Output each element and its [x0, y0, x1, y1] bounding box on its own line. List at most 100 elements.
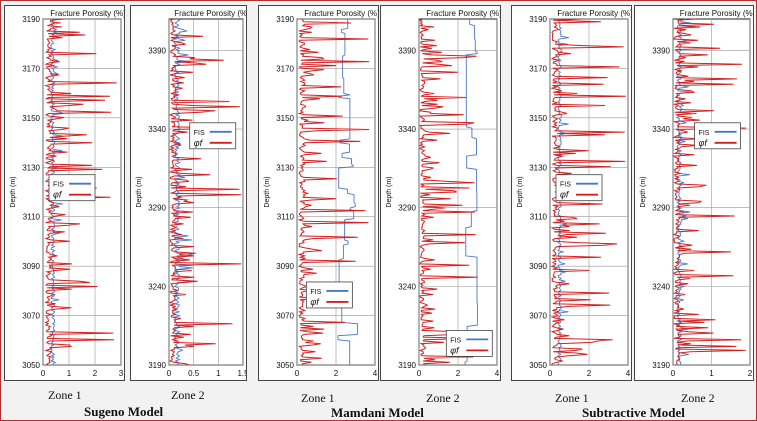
legend-label: FIS — [194, 130, 205, 137]
y-tick-label: 3150 — [22, 114, 40, 123]
y-tick-label: 3070 — [529, 312, 547, 321]
legend-label: FIS — [53, 182, 64, 189]
x-tick-label: 4 — [373, 369, 378, 378]
legend-box — [189, 122, 237, 150]
y-tick-label: 3190 — [148, 361, 166, 370]
legend-box — [694, 122, 741, 150]
y-axis-label: Depth (m) — [386, 176, 393, 207]
x-tick-label: 0 — [671, 369, 676, 378]
y-tick-label: 3240 — [398, 282, 416, 291]
mamdani-zone1-panel: Fracture Porosity (%) Depth (m) 3050 3070 30… — [258, 5, 380, 381]
x-tick-label: 2 — [456, 369, 461, 378]
x-tick-label: 0 — [295, 369, 300, 378]
y-tick-label: 3070 — [276, 312, 294, 321]
y-tick-label: 3390 — [652, 46, 670, 55]
legend-label: φf — [560, 190, 570, 200]
series-line-phi — [550, 18, 626, 366]
legend-label: FIS — [310, 289, 321, 296]
legend-box — [48, 174, 96, 202]
y-tick-label: 3240 — [148, 282, 166, 291]
chart-title: Fracture Porosity (%) — [557, 9, 631, 18]
series-line-phi — [297, 18, 370, 366]
legend-box — [555, 174, 603, 202]
legend-label: φf — [53, 190, 63, 200]
y-tick-label: 3110 — [530, 213, 548, 222]
y-tick-label: 3150 — [529, 114, 547, 123]
subtractive-zone2-panel: Fracture Porosity (%) Depth (m) 3190 3240 32… — [634, 5, 756, 381]
mamdani-zone2-panel: Fracture Porosity (%) Depth (m) 3190 3240 32… — [380, 5, 502, 381]
legend-box — [305, 281, 353, 309]
y-tick-label: 3050 — [22, 361, 40, 370]
zone-label-subtractive-2: Zone 2 — [681, 391, 715, 405]
legend-label: φf — [194, 138, 204, 148]
y-tick-label: 3190 — [529, 15, 547, 24]
y-axis-label: Depth (m) — [640, 176, 647, 207]
y-tick-label: 3340 — [652, 125, 670, 134]
zone-label-sugeno-1: Zone 1 — [48, 388, 82, 402]
zone-label-mamdani-1: Zone 1 — [301, 391, 335, 405]
y-tick-label: 3190 — [22, 15, 40, 24]
y-tick-label: 3130 — [276, 163, 294, 172]
y-tick-label: 3050 — [529, 361, 547, 370]
legend-label: FIS — [560, 182, 571, 189]
y-tick-label: 3130 — [529, 163, 547, 172]
y-axis-label: Depth (m) — [517, 176, 524, 207]
legend-label: FIS — [699, 130, 710, 137]
x-tick-label: 2 — [334, 369, 339, 378]
y-tick-label: 3050 — [276, 361, 294, 370]
x-tick-label: 0 — [41, 369, 46, 378]
x-tick-label: 1 — [709, 369, 714, 378]
y-tick-label: 3090 — [276, 262, 294, 271]
y-tick-label: 3090 — [529, 262, 547, 271]
sugeno-zone1-panel: Fracture Porosity (%) Depth (m) 3050 3070 30… — [4, 5, 126, 381]
chart-title: Fracture Porosity (%) — [426, 9, 500, 18]
sugeno-zone1-chart: Fracture Porosity (%)Depth (m)3050307030… — [10, 9, 126, 378]
chart-title: Fracture Porosity (%) — [50, 9, 124, 18]
y-axis-label: Depth (m) — [264, 176, 271, 207]
y-tick-label: 3190 — [398, 361, 416, 370]
x-tick-label: 0 — [548, 369, 553, 378]
y-tick-label: 3290 — [148, 204, 166, 213]
model-title-mamdani: Mamdani Model — [331, 405, 424, 420]
series-line-fis — [464, 19, 478, 365]
y-tick-label: 3340 — [398, 125, 416, 134]
x-tick-label: 4 — [626, 369, 631, 378]
y-tick-label: 3110 — [277, 213, 295, 222]
series-line-phi — [418, 18, 478, 366]
y-tick-label: 3170 — [276, 64, 294, 73]
model-title-sugeno: Sugeno Model — [84, 404, 164, 419]
y-tick-label: 3090 — [22, 262, 40, 271]
plot-area — [168, 18, 244, 366]
x-tick-label: 1.5 — [237, 369, 246, 378]
x-tick-label: 4 — [495, 369, 500, 378]
series-line-phi — [43, 18, 117, 366]
legend-label: φf — [699, 138, 709, 148]
sugeno-zone2-panel: Fracture Porosity (%) Depth (m) 3190 3240 32… — [130, 5, 250, 381]
subtractive-zone1-panel: Fracture Porosity (%) Depth (m) 3050 3070 30… — [511, 5, 633, 381]
x-tick-label: 2 — [93, 369, 98, 378]
chart-title: Fracture Porosity (%) — [174, 9, 246, 18]
x-tick-label: 1 — [67, 369, 72, 378]
y-tick-label: 3170 — [529, 64, 547, 73]
subtractive-zone2-chart: Fracture Porosity (%) Depth (m) 3190 3240 32… — [640, 9, 756, 378]
y-tick-label: 3170 — [22, 64, 40, 73]
x-tick-label: 2 — [587, 369, 592, 378]
sugeno-zone2-chart: Fracture Porosity (%) Depth (m) 3190 3240 32… — [136, 9, 250, 378]
legend-label: φf — [450, 345, 460, 355]
y-tick-label: 3130 — [22, 163, 40, 172]
x-tick-label: 3 — [119, 369, 124, 378]
zone-label-mamdani-2: Zone 2 — [426, 391, 460, 405]
y-tick-label: 3290 — [398, 204, 416, 213]
y-axis-label: Depth (m) — [136, 176, 143, 207]
y-tick-label: 3150 — [276, 114, 294, 123]
y-axis-label: Depth (m) — [10, 176, 17, 207]
x-tick-label: 0 — [167, 369, 172, 378]
zone-label-sugeno-2: Zone 2 — [171, 388, 205, 402]
model-title-subtractive: Subtractive Model — [582, 405, 685, 420]
y-tick-label: 3070 — [22, 312, 40, 321]
series-line-phi — [672, 18, 747, 366]
legend-box — [445, 329, 493, 357]
zone-label-subtractive-1: Zone 1 — [555, 391, 589, 405]
series-line-phi — [168, 18, 242, 366]
